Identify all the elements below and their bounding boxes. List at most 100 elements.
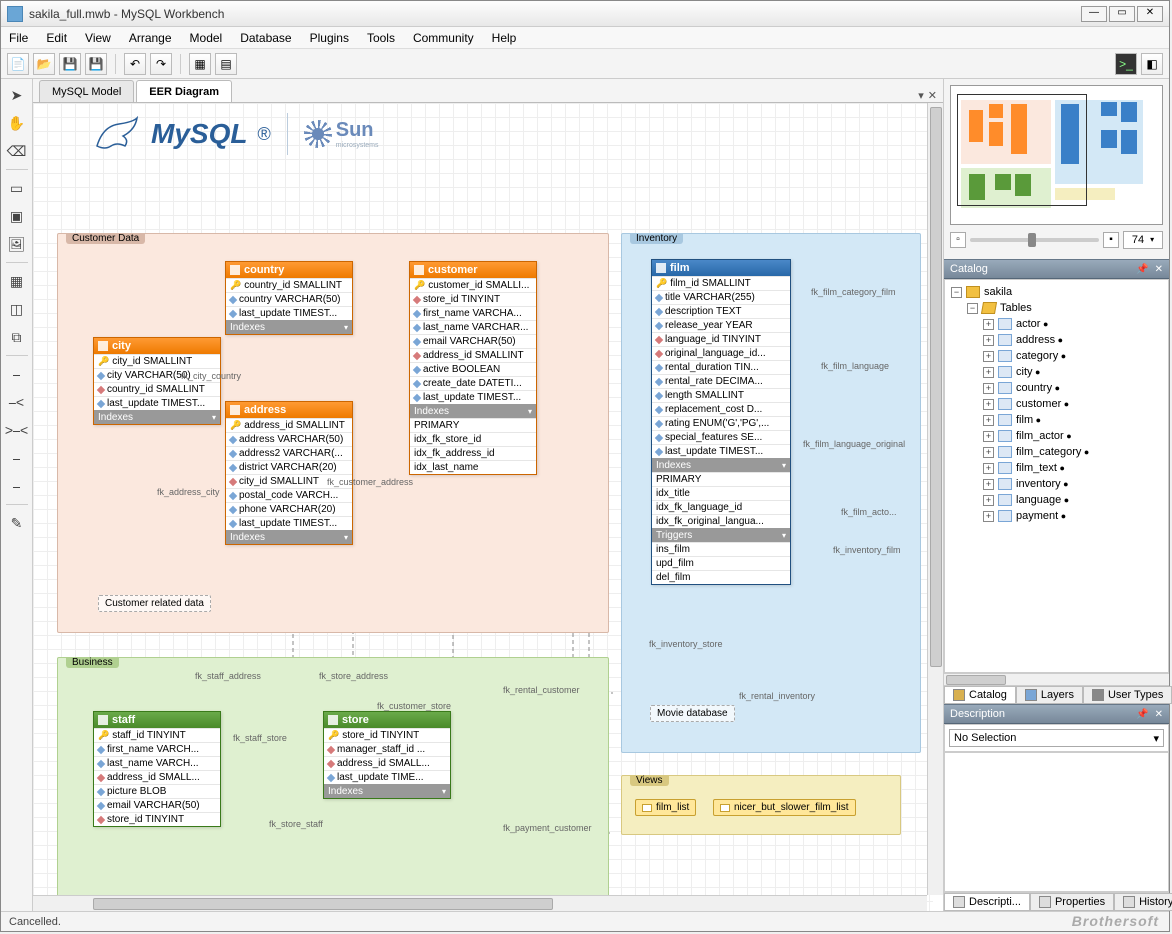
tree-item-address[interactable]: +address (947, 332, 1166, 348)
menu-model[interactable]: Model (190, 31, 223, 45)
close-button[interactable]: ✕ (1137, 6, 1163, 22)
menu-tools[interactable]: Tools (367, 31, 395, 45)
expand-icon[interactable]: + (983, 319, 994, 330)
layer-tool-icon[interactable]: ▭ (6, 178, 28, 198)
menu-help[interactable]: Help (492, 31, 517, 45)
expand-icon[interactable]: + (983, 511, 994, 522)
menu-database[interactable]: Database (240, 31, 291, 45)
tree-item-film[interactable]: +film (947, 412, 1166, 428)
eer-canvas[interactable]: MySQL ® Sun microsystems Customer DataCu… (33, 103, 933, 911)
menu-arrange[interactable]: Arrange (129, 31, 172, 45)
tab-eer-diagram[interactable]: EER Diagram (136, 80, 232, 102)
menu-view[interactable]: View (85, 31, 111, 45)
menu-file[interactable]: File (9, 31, 28, 45)
expand-icon[interactable]: + (983, 399, 994, 410)
redo-button[interactable]: ↷ (150, 53, 172, 75)
tree-item-film_actor[interactable]: +film_actor (947, 428, 1166, 444)
minimap-viewport[interactable] (957, 94, 1087, 206)
image-tool-icon[interactable]: 🖼 (6, 234, 28, 254)
minimize-button[interactable]: — (1081, 6, 1107, 22)
minimap[interactable] (950, 85, 1163, 225)
tree-item-film_category[interactable]: +film_category (947, 444, 1166, 460)
zoom-slider[interactable] (970, 238, 1099, 242)
note-tool-icon[interactable]: ▣ (6, 206, 28, 226)
entity-store[interactable]: store🔑store_id TINYINTmanager_staff_id .… (323, 711, 451, 799)
console-button[interactable]: >_ (1115, 53, 1137, 75)
expand-icon[interactable]: + (983, 415, 994, 426)
expand-icon[interactable]: + (983, 447, 994, 458)
tree-item-language[interactable]: +language (947, 492, 1166, 508)
maximize-button[interactable]: ▭ (1109, 6, 1135, 22)
entity-film[interactable]: film🔑film_id SMALLINTtitle VARCHAR(255)d… (651, 259, 791, 585)
right-tab-history[interactable]: History (1114, 893, 1172, 911)
horizontal-scrollbar[interactable] (33, 895, 927, 911)
entity-section-indexes[interactable]: Indexes▾ (324, 784, 450, 798)
tab-close-icon[interactable]: ✕ (928, 89, 937, 102)
connect-tool-icon[interactable]: ✎ (6, 513, 28, 533)
view-tool-icon[interactable]: ◫ (6, 299, 28, 319)
tree-item-city[interactable]: +city (947, 364, 1166, 380)
catalog-tree[interactable]: −sakila−Tables+actor+address+category+ci… (944, 279, 1169, 673)
rel-identifying-tool-icon[interactable]: ⎯ (6, 448, 28, 468)
entity-address[interactable]: address🔑address_id SMALLINTaddress VARCH… (225, 401, 353, 545)
tree-item-film_text[interactable]: +film_text (947, 460, 1166, 476)
catalog-scroll[interactable] (944, 673, 1169, 685)
rel-nonid-tool-icon[interactable]: ⎯ (6, 476, 28, 496)
expand-icon[interactable]: + (983, 351, 994, 362)
expand-icon[interactable]: + (983, 335, 994, 346)
expand-icon[interactable]: + (983, 431, 994, 442)
panel-toggle-button[interactable]: ◧ (1141, 53, 1163, 75)
right-tab-properties[interactable]: Properties (1030, 893, 1114, 911)
tree-item-inventory[interactable]: +inventory (947, 476, 1166, 492)
entity-city[interactable]: city🔑city_id SMALLINTcity VARCHAR(50)cou… (93, 337, 221, 425)
save-button[interactable]: 💾 (59, 53, 81, 75)
catalog-tab-layers[interactable]: Layers (1016, 686, 1083, 704)
tree-item-category[interactable]: +category (947, 348, 1166, 364)
menu-plugins[interactable]: Plugins (310, 31, 349, 45)
tree-item-customer[interactable]: +customer (947, 396, 1166, 412)
zoom-out-button[interactable]: ▫ (950, 232, 966, 248)
zoom-value-field[interactable]: 74▾ (1123, 231, 1163, 249)
expand-icon[interactable]: + (983, 367, 994, 378)
rel-n-m-tool-icon[interactable]: >⎯< (6, 420, 28, 440)
tree-item-tables[interactable]: −Tables (947, 300, 1166, 316)
entity-country[interactable]: country🔑country_id SMALLINTcountry VARCH… (225, 261, 353, 335)
expand-icon[interactable]: + (983, 479, 994, 490)
entity-section-indexes[interactable]: Indexes▾ (410, 404, 536, 418)
pin-icon[interactable]: 📌 (1136, 264, 1148, 275)
tab-pin-icon[interactable]: ▾ (918, 89, 924, 102)
hand-tool-icon[interactable]: ✋ (6, 113, 28, 133)
tree-item-payment[interactable]: +payment (947, 508, 1166, 524)
entity-staff[interactable]: staff🔑staff_id TINYINTfirst_name VARCH..… (93, 711, 221, 827)
entity-section-indexes[interactable]: Indexes▾ (226, 320, 352, 334)
rel-1-n-tool-icon[interactable]: ⎯< (6, 392, 28, 412)
expand-icon[interactable]: − (967, 303, 978, 314)
pin-icon[interactable]: 📌 (1136, 709, 1148, 720)
right-tab-descripti-[interactable]: Descripti... (944, 893, 1030, 911)
eraser-tool-icon[interactable]: ⌫ (6, 141, 28, 161)
expand-icon[interactable]: − (951, 287, 962, 298)
undo-button[interactable]: ↶ (124, 53, 146, 75)
pointer-tool-icon[interactable]: ➤ (6, 85, 28, 105)
open-file-button[interactable]: 📂 (33, 53, 55, 75)
tree-item-sakila[interactable]: −sakila (947, 284, 1166, 300)
tree-item-country[interactable]: +country (947, 380, 1166, 396)
view-film_list[interactable]: film_list (635, 799, 696, 816)
view-nicer_but_slower_film_list[interactable]: nicer_but_slower_film_list (713, 799, 856, 816)
entity-section-triggers[interactable]: Triggers▾ (652, 528, 790, 542)
expand-icon[interactable]: + (983, 495, 994, 506)
zoom-in-button[interactable]: ▪ (1103, 232, 1119, 248)
entity-section-indexes[interactable]: Indexes▾ (94, 410, 220, 424)
entity-customer[interactable]: customer🔑customer_id SMALLI...store_id T… (409, 261, 537, 475)
menu-community[interactable]: Community (413, 31, 474, 45)
save-as-button[interactable]: 💾 (85, 53, 107, 75)
expand-icon[interactable]: + (983, 463, 994, 474)
vertical-scrollbar[interactable] (927, 103, 943, 895)
catalog-tab-user-types[interactable]: User Types (1083, 686, 1172, 704)
tree-item-actor[interactable]: +actor (947, 316, 1166, 332)
entity-section-indexes[interactable]: Indexes▾ (226, 530, 352, 544)
pane-close-icon[interactable]: ✕ (1155, 709, 1163, 720)
catalog-tab-catalog[interactable]: Catalog (944, 686, 1016, 704)
table-tool-icon[interactable]: ▦ (6, 271, 28, 291)
pane-close-icon[interactable]: ✕ (1155, 264, 1163, 275)
